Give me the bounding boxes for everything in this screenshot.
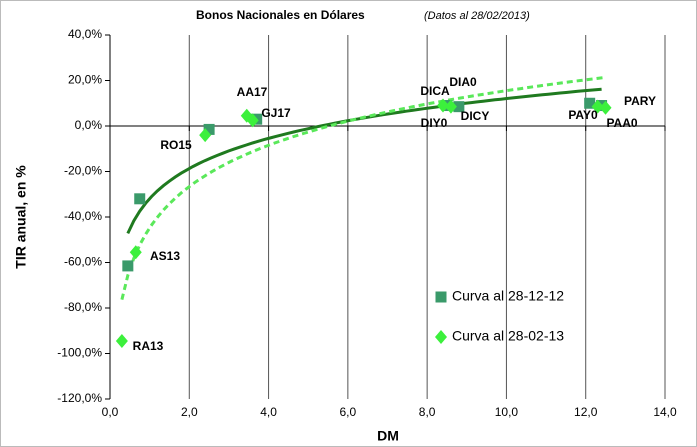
point xyxy=(129,245,142,260)
point-label: PAY0 xyxy=(568,108,598,122)
point xyxy=(122,260,134,272)
legend-label: Curva al 28-12-12 xyxy=(452,288,564,304)
point-label: PARY xyxy=(624,94,656,108)
point-label: RO15 xyxy=(160,138,192,152)
y-tick-label: 20,0% xyxy=(68,73,102,87)
point xyxy=(584,97,596,109)
x-tick-label: 4,0 xyxy=(260,405,277,419)
y-axis-label: TIR anual, en % xyxy=(13,165,29,269)
y-tick-label: -120,0% xyxy=(57,391,102,405)
x-tick-label: 10,0 xyxy=(495,405,519,419)
legend-marker xyxy=(435,291,447,303)
x-axis-label: DM xyxy=(377,428,399,444)
point-label: DICA xyxy=(420,84,450,98)
point xyxy=(203,123,215,135)
point xyxy=(134,193,146,205)
point xyxy=(246,113,259,128)
point xyxy=(453,101,465,113)
y-tick-label: -40,0% xyxy=(64,209,102,223)
point-label: GJ17 xyxy=(261,106,291,120)
legend-label: Curva al 28-02-13 xyxy=(452,328,564,344)
legend-marker xyxy=(435,330,447,344)
y-tick-label: 40,0% xyxy=(68,27,102,41)
y-tick-label: -80,0% xyxy=(64,300,102,314)
point-label: DIA0 xyxy=(449,75,477,89)
point-label: AS13 xyxy=(150,249,180,263)
point-label: AA17 xyxy=(237,85,268,99)
point xyxy=(437,98,449,113)
y-tick-label: 0,0% xyxy=(75,118,103,132)
x-tick-label: 2,0 xyxy=(181,405,198,419)
point-label: DICY xyxy=(461,109,490,123)
point-label: DIY0 xyxy=(421,116,448,130)
point-label: RA13 xyxy=(133,339,164,353)
point xyxy=(599,100,612,115)
x-tick-label: 12,0 xyxy=(574,405,598,419)
point xyxy=(444,99,457,114)
y-tick-label: -60,0% xyxy=(64,255,102,269)
x-tick-label: 6,0 xyxy=(340,405,357,419)
point xyxy=(199,128,212,143)
chart-title: Bonos Nacionales en Dólares xyxy=(196,8,365,22)
y-tick-label: -100,0% xyxy=(57,346,102,360)
trendline xyxy=(120,75,606,300)
point xyxy=(591,99,604,114)
point-label: PAA0 xyxy=(606,116,637,130)
chart-subtitle: (Datos al 28/02/2013) xyxy=(424,10,530,22)
x-tick-label: 0,0 xyxy=(102,405,119,419)
point xyxy=(115,333,128,348)
y-tick-label: -20,0% xyxy=(64,164,102,178)
x-tick-label: 8,0 xyxy=(419,405,436,419)
x-tick-label: 14,0 xyxy=(653,405,677,419)
